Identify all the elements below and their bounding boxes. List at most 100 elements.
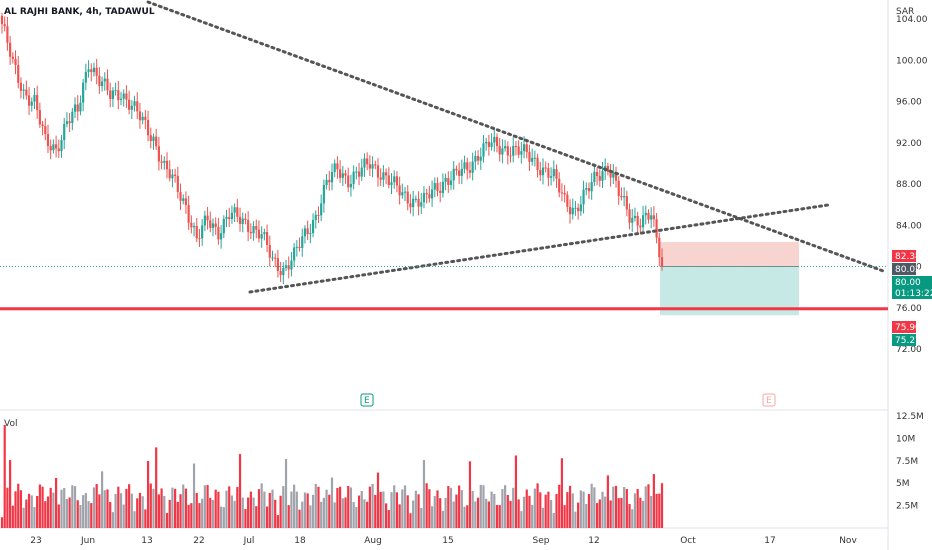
position-zones[interactable] <box>660 241 799 316</box>
volume-bar <box>560 458 564 528</box>
volume-bar <box>512 487 515 528</box>
volume-bar <box>652 474 655 528</box>
candle-body <box>344 173 347 176</box>
volume-bar <box>376 472 380 528</box>
candle-body <box>238 216 242 224</box>
candle-body <box>92 67 96 73</box>
volume-bar <box>119 493 123 528</box>
candle-body <box>44 126 47 134</box>
candle-body <box>195 225 198 239</box>
candle-body <box>401 192 404 196</box>
volume-bar <box>650 495 653 528</box>
candle-body <box>330 171 334 183</box>
candle-body <box>560 192 564 194</box>
candle-body <box>384 172 388 176</box>
volume-bar <box>90 503 93 528</box>
volume-bar <box>330 477 334 528</box>
candle-body <box>109 90 112 99</box>
candle-body <box>279 271 282 276</box>
target-zone[interactable] <box>660 241 799 267</box>
descending-trendline[interactable] <box>146 0 888 274</box>
volume-bar <box>60 489 63 528</box>
volume-bar <box>228 486 231 528</box>
candle-body <box>341 173 344 178</box>
countdown-text: 01:13:22 <box>895 289 932 299</box>
volume-bar <box>57 504 60 528</box>
candle-body <box>322 184 325 204</box>
volume-bar <box>341 498 344 528</box>
volume-bar <box>100 471 104 528</box>
volume-bar <box>549 499 553 528</box>
volume-bar <box>271 489 274 528</box>
candle-body <box>255 225 258 230</box>
candle-body <box>352 171 355 184</box>
volume-bar <box>287 505 290 528</box>
volume-bar <box>541 507 545 528</box>
candle-body <box>493 136 496 143</box>
volume-bar <box>295 491 298 528</box>
volume-bar <box>555 493 558 528</box>
volume-bar <box>293 484 296 528</box>
volume-bar <box>260 483 263 528</box>
volume-bar <box>387 510 390 528</box>
volume-bar <box>309 505 312 528</box>
candle-body <box>455 168 458 171</box>
candle-body <box>417 198 420 207</box>
volume-bar <box>382 491 385 528</box>
candle-body <box>52 144 55 151</box>
volume-bar <box>222 507 225 528</box>
volume-bar <box>298 509 301 528</box>
volume-bar <box>344 497 347 528</box>
volume-bar <box>19 490 23 528</box>
candle-body <box>222 219 225 234</box>
volume-bar <box>11 505 14 528</box>
volume-bar <box>274 499 277 528</box>
candle-body <box>393 176 396 183</box>
candle-body <box>236 207 239 217</box>
candle-body <box>625 196 628 210</box>
target-price-tag <box>892 250 916 262</box>
target-price-tag-text: 82.38 <box>895 252 921 262</box>
volume-bar <box>390 492 393 528</box>
stop-zone[interactable] <box>660 266 799 316</box>
volume-bar <box>130 493 133 528</box>
time-axis[interactable]: 23 Jun 13 22 Jul 18 Aug 15 Sep 12 Oct 17 Nov <box>30 536 857 546</box>
candle-body <box>79 102 82 112</box>
candle-body <box>271 257 274 259</box>
volume-bar <box>109 502 112 528</box>
volume-bar <box>141 496 144 528</box>
earnings-marker-1[interactable] <box>360 393 374 407</box>
trendlines-layer[interactable] <box>0 0 888 311</box>
volume-bar <box>27 493 31 528</box>
candle-body <box>98 75 101 87</box>
earnings-marker-2[interactable] <box>762 393 776 407</box>
candle-body <box>612 173 615 178</box>
candle-body <box>30 101 33 106</box>
volume-bar <box>0 517 4 528</box>
y-tick-label: 100.00 <box>896 56 928 66</box>
candle-body <box>201 225 204 239</box>
volume-bar <box>46 496 50 528</box>
candle-body <box>623 196 626 198</box>
candle-body <box>268 244 271 258</box>
candle-body <box>73 104 77 112</box>
price-tags: 82.38 80.02 80.00 01:13:22 75.90 75.27 <box>892 250 932 346</box>
candle-body <box>160 161 163 163</box>
ascending-trendline[interactable] <box>248 203 830 294</box>
volume-bar <box>631 509 634 528</box>
earnings-markers[interactable]: E E <box>360 393 776 407</box>
volume-bar <box>252 497 255 528</box>
volume-bar <box>452 501 455 528</box>
volume-bar <box>217 491 220 528</box>
candle-body <box>636 215 639 226</box>
candle-body <box>420 202 423 207</box>
candle-body <box>476 156 480 161</box>
candle-body <box>406 191 409 204</box>
candle-body <box>628 209 631 223</box>
volume-bar <box>547 491 550 528</box>
volume-bar <box>160 488 163 528</box>
volume-bar <box>233 500 236 528</box>
y-tick-label: 72.00 <box>896 345 922 355</box>
candle-body <box>90 69 93 73</box>
